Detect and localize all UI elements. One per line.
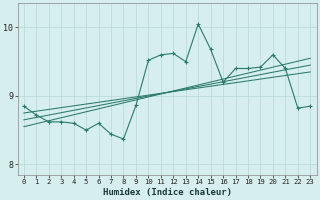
X-axis label: Humidex (Indice chaleur): Humidex (Indice chaleur)	[103, 188, 232, 197]
